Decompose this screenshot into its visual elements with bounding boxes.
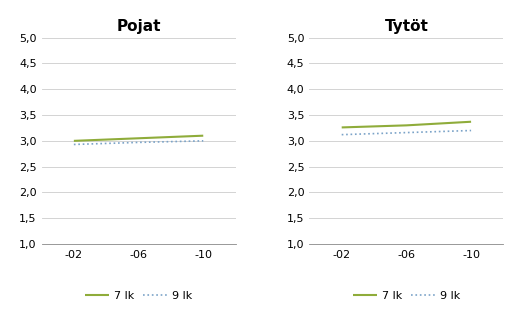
- Line: 9 lk: 9 lk: [342, 131, 471, 135]
- Line: 7 lk: 7 lk: [74, 136, 203, 141]
- Title: Pojat: Pojat: [116, 18, 161, 33]
- 7 lk: [338, 126, 345, 129]
- Title: Tytöt: Tytöt: [385, 18, 428, 33]
- 7 lk: [135, 136, 142, 140]
- 9 lk: [135, 141, 142, 144]
- 9 lk: [71, 143, 77, 146]
- 7 lk: [468, 120, 474, 124]
- 9 lk: [338, 133, 345, 136]
- Legend: 7 lk, 9 lk: 7 lk, 9 lk: [348, 287, 465, 306]
- 9 lk: [403, 131, 409, 135]
- 7 lk: [200, 134, 207, 138]
- 7 lk: [403, 124, 409, 127]
- 7 lk: [71, 139, 77, 143]
- 9 lk: [468, 129, 474, 132]
- 9 lk: [200, 139, 207, 143]
- Legend: 7 lk, 9 lk: 7 lk, 9 lk: [80, 287, 197, 306]
- Line: 9 lk: 9 lk: [74, 141, 203, 145]
- Line: 7 lk: 7 lk: [342, 122, 471, 127]
